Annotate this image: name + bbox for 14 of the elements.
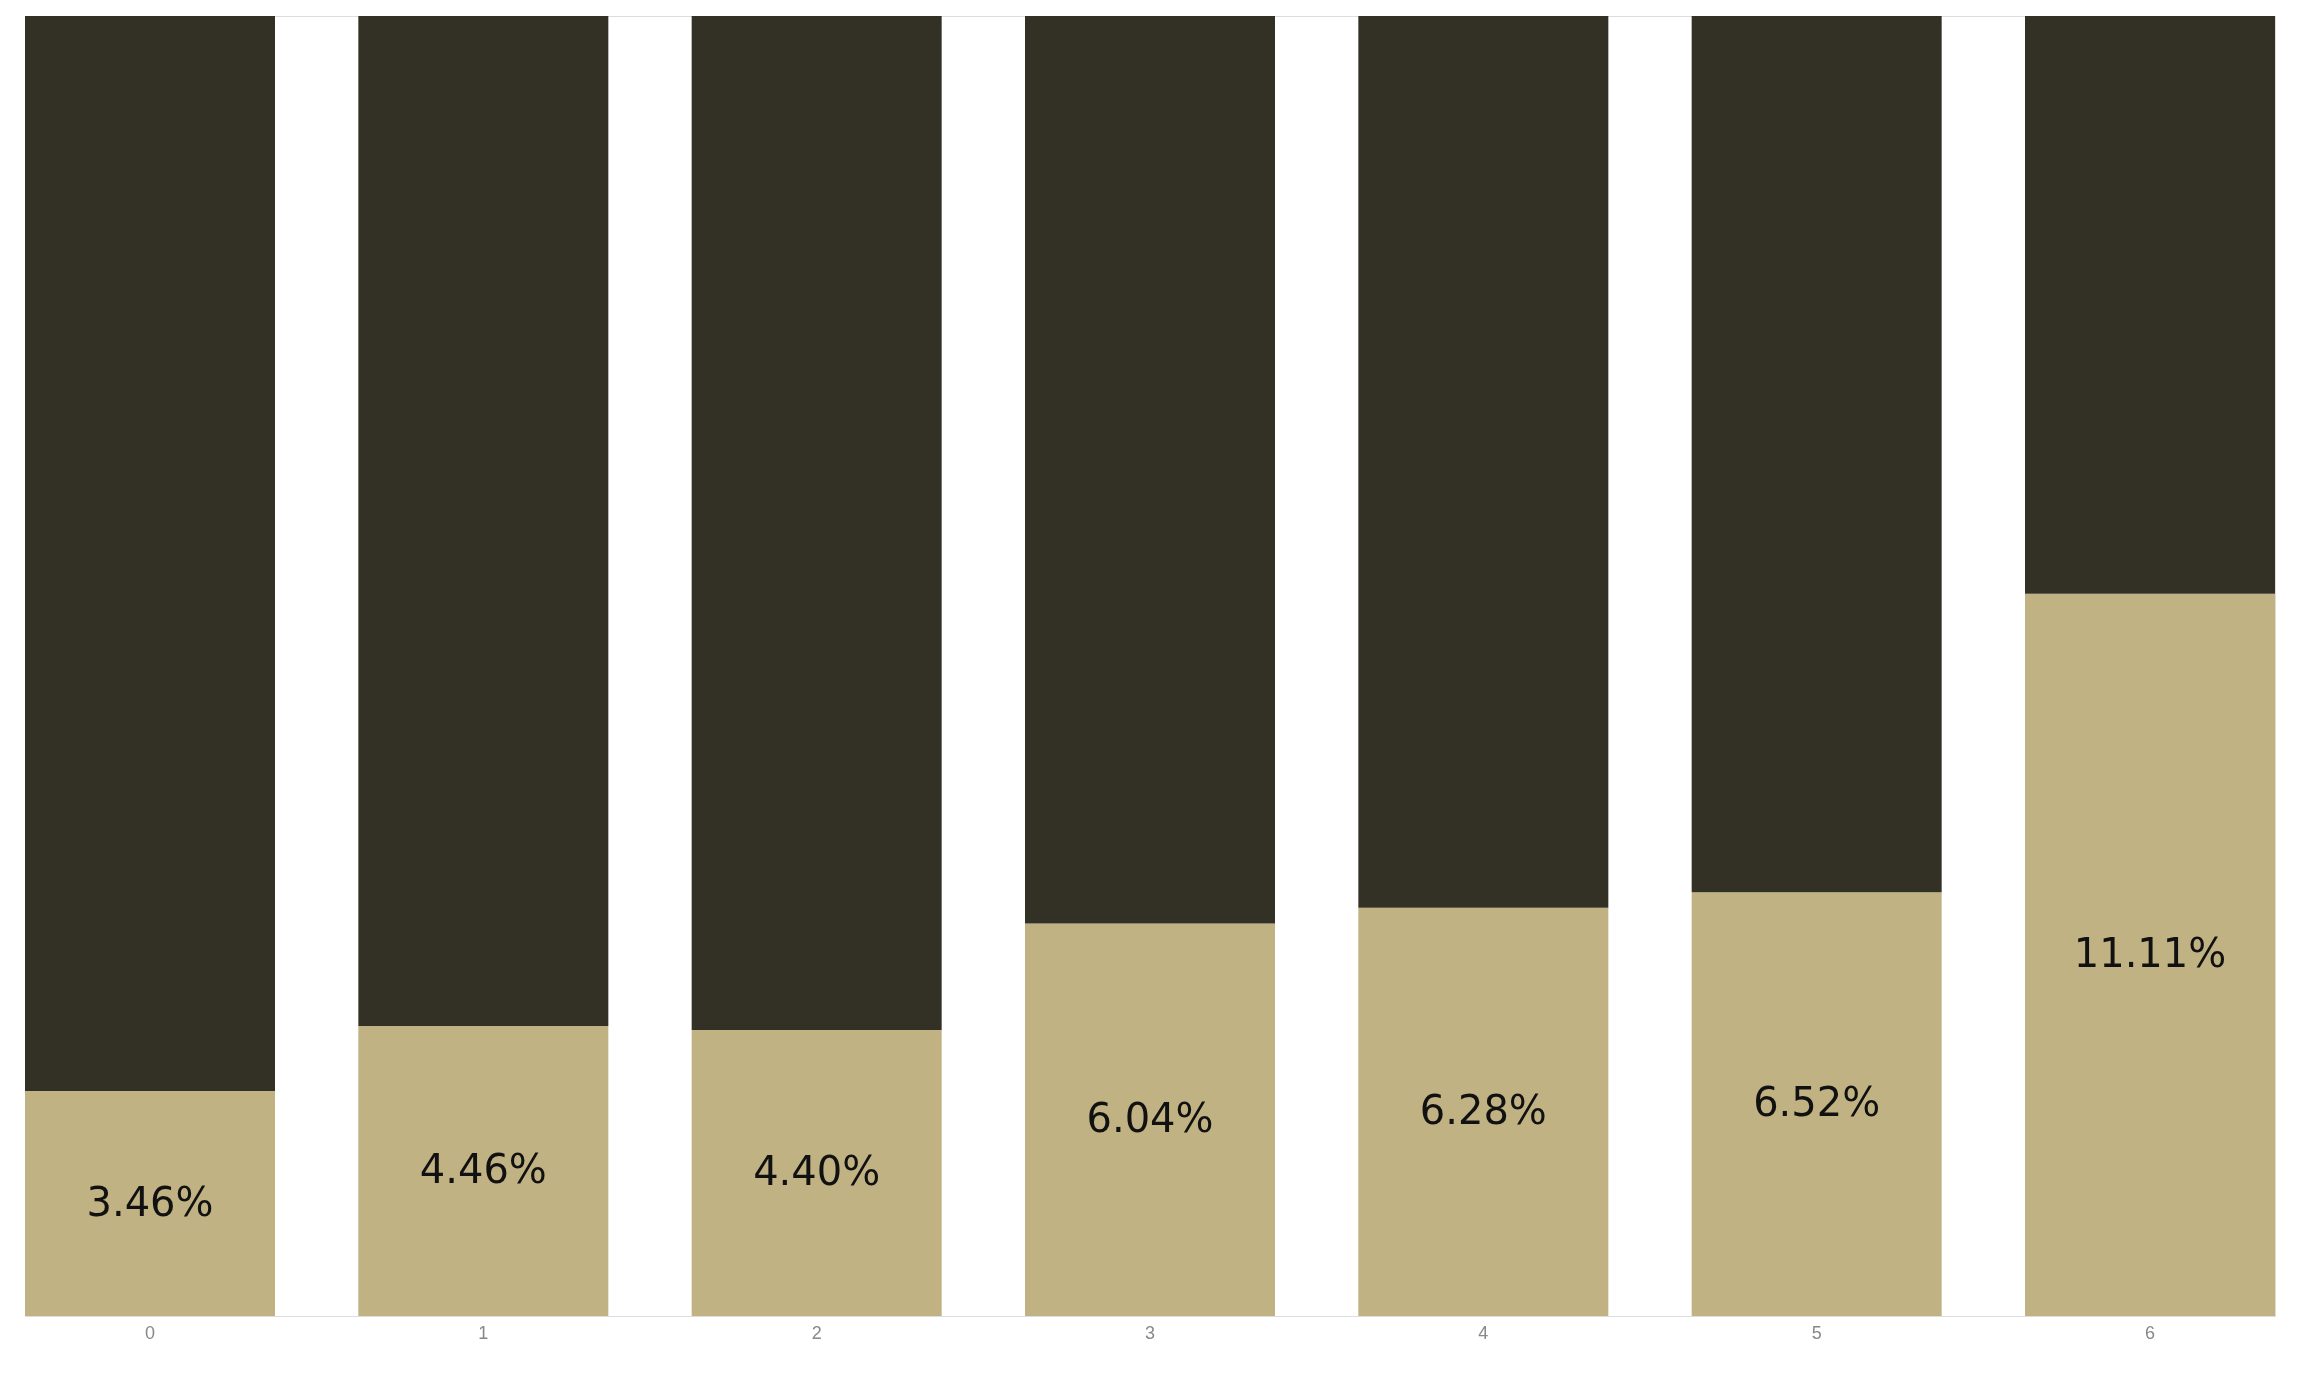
data-label: 11.11% (2073, 929, 2227, 976)
data-label: 6.28% (1419, 1086, 1547, 1133)
data-label: 4.40% (753, 1148, 881, 1194)
data-label: 6.04% (1086, 1094, 1214, 1141)
x-tick-label: 1 (478, 1322, 489, 1343)
data-label: 6.52% (1753, 1079, 1881, 1126)
x-tick-label: 5 (1811, 1322, 1822, 1343)
data-label: 4.46% (419, 1146, 547, 1193)
data-label: 3.46% (86, 1178, 214, 1225)
x-tick-label: 0 (144, 1322, 156, 1343)
x-tick-label: 6 (2144, 1322, 2156, 1343)
x-tick-label: 3 (1144, 1322, 1156, 1343)
x-tick-label: 4 (1478, 1322, 1489, 1343)
x-tick-label: 2 (811, 1322, 822, 1343)
